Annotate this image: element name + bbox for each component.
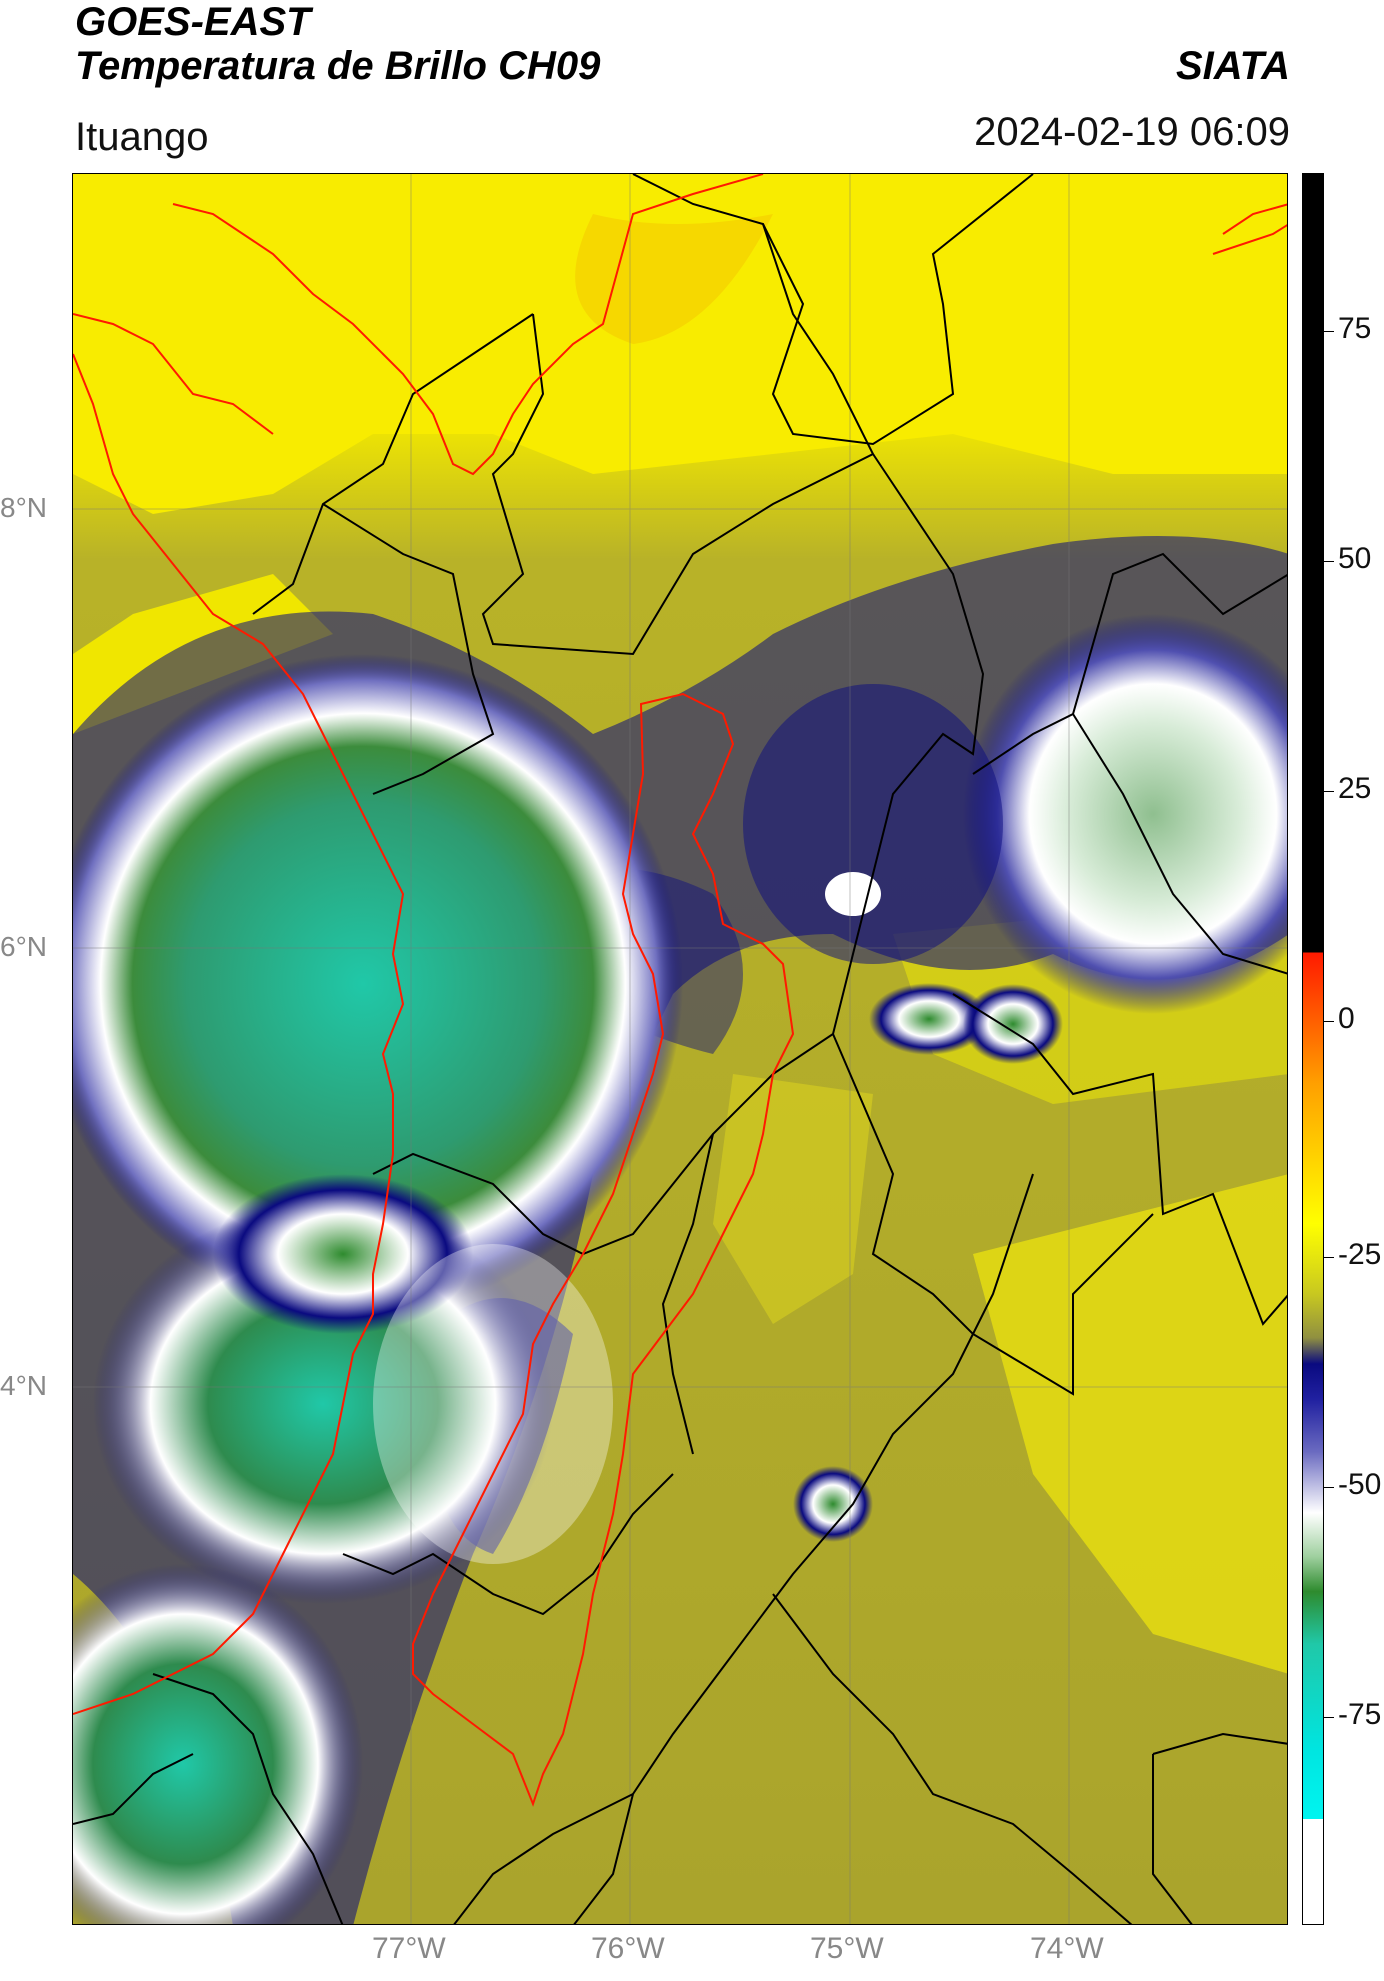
lon-label-74w: 74°W [1030, 1932, 1104, 1965]
temperature-colorbar [1302, 173, 1324, 1925]
colorbar-tick-minus50: -50 [1338, 1468, 1382, 1501]
lat-label-6n: 6°N [0, 931, 47, 962]
colorbar-tick-50: 50 [1338, 542, 1372, 575]
product-title: Temperatura de Brillo CH09 [75, 44, 601, 88]
colorbar-tick-minus75: -75 [1338, 1698, 1382, 1731]
colorbar-tick-25: 25 [1338, 772, 1372, 805]
satellite-map[interactable] [72, 173, 1288, 1925]
brightness-temperature-field [73, 174, 1287, 1924]
lon-label-76w: 76°W [591, 1932, 665, 1965]
brand-label: SIATA [1175, 44, 1290, 88]
lat-label-8n: 8°N [0, 492, 47, 523]
satellite-title: GOES-EAST [75, 0, 311, 44]
lon-label-77w: 77°W [372, 1932, 446, 1965]
datetime-label: 2024-02-19 06:09 [974, 110, 1290, 154]
colorbar-tick-minus25: -25 [1338, 1238, 1382, 1271]
colorbar-tick-75: 75 [1338, 312, 1372, 345]
region-label: Ituango [75, 115, 209, 159]
lon-label-75w: 75°W [810, 1932, 884, 1965]
lat-label-4n: 4°N [0, 1370, 47, 1401]
colorbar-tick-0: 0 [1338, 1002, 1355, 1035]
